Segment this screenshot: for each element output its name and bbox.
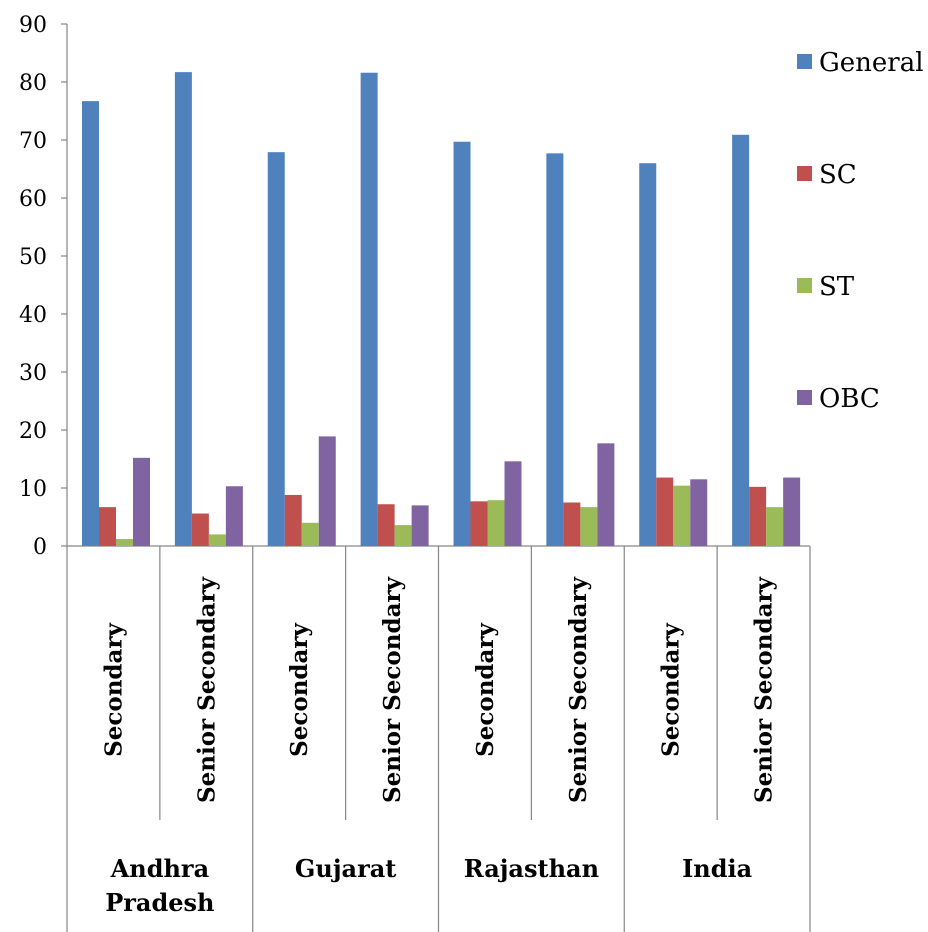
y-tick-label: 40	[19, 303, 47, 328]
x-group-label: Rajasthan	[464, 854, 599, 883]
bar-general-0	[82, 101, 99, 546]
y-tick-label: 80	[19, 71, 47, 96]
bar-obc-2	[318, 436, 336, 546]
x-group-label: India	[682, 854, 752, 883]
y-tick-label: 60	[19, 187, 47, 212]
x-category-label: Senior Secondary	[565, 576, 592, 803]
x-group-label: Pradesh	[105, 888, 214, 917]
bar-general-6	[639, 163, 657, 546]
bar-st-7	[766, 507, 784, 546]
x-category-label: Senior Secondary	[193, 576, 220, 803]
bar-sc-6	[656, 477, 674, 546]
legend-swatch-obc	[797, 390, 812, 405]
bar-general-5	[546, 153, 564, 546]
bar-general-7	[732, 134, 750, 546]
bar-st-1	[208, 534, 226, 546]
x-category-label: Secondary	[286, 622, 313, 756]
legend-label-obc: OBC	[819, 384, 880, 414]
bar-st-2	[301, 522, 319, 546]
bar-obc-3	[411, 505, 429, 546]
bar-sc-7	[749, 486, 767, 546]
bar-sc-3	[377, 504, 395, 546]
bar-general-4	[453, 141, 471, 547]
bar-st-4	[487, 500, 505, 546]
x-category-label: Secondary	[658, 622, 685, 756]
legend-label-general: General	[819, 48, 924, 78]
bar-sc-4	[470, 501, 488, 546]
y-tick-label: 10	[19, 477, 47, 502]
bar-obc-4	[504, 461, 522, 546]
y-tick-label: 30	[19, 361, 47, 386]
y-tick-label: 0	[33, 535, 47, 560]
y-tick-label: 70	[19, 129, 47, 154]
y-tick-label: 20	[19, 419, 47, 444]
legend-swatch-sc	[797, 166, 812, 181]
legend-label-st: ST	[819, 272, 855, 302]
bar-obc-1	[225, 486, 243, 546]
bar-general-3	[360, 72, 378, 546]
bar-st-5	[580, 507, 598, 546]
x-category-label: Secondary	[472, 622, 499, 756]
bar-sc-5	[563, 502, 581, 546]
bar-obc-0	[133, 457, 150, 546]
x-category-label: Senior Secondary	[379, 576, 406, 803]
bar-general-1	[174, 72, 192, 546]
bar-obc-6	[690, 479, 708, 546]
bar-st-0	[116, 539, 133, 546]
legend-swatch-st	[797, 278, 812, 293]
x-group-label: Andhra	[110, 854, 210, 883]
bar-sc-0	[99, 507, 116, 546]
bar-obc-5	[597, 443, 615, 546]
bar-obc-7	[783, 477, 801, 546]
y-tick-label: 90	[19, 13, 47, 38]
x-category-label: Secondary	[100, 622, 127, 756]
bar-st-6	[673, 485, 691, 546]
bar-general-2	[267, 152, 285, 546]
x-category-label: Senior Secondary	[751, 576, 778, 803]
y-tick-label: 50	[19, 245, 47, 270]
legend-label-sc: SC	[819, 160, 857, 190]
legend-swatch-general	[797, 54, 812, 69]
x-group-label: Gujarat	[295, 854, 396, 883]
bar-sc-2	[284, 494, 302, 546]
bar-sc-1	[191, 513, 209, 546]
bar-st-3	[394, 525, 412, 546]
